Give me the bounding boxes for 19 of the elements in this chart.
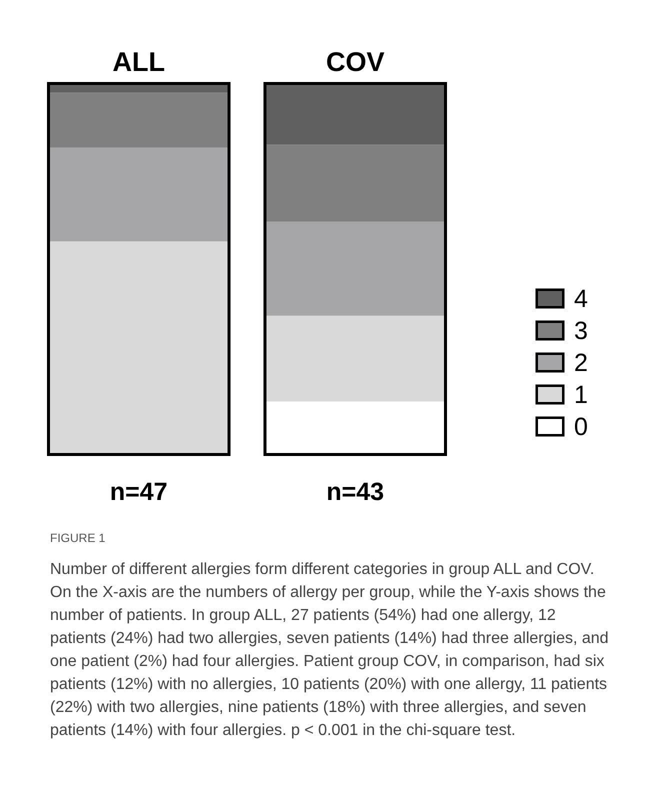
bar bbox=[266, 85, 444, 145]
bar bbox=[50, 85, 228, 93]
text: n=43 bbox=[326, 478, 384, 506]
text: n=47 bbox=[110, 478, 168, 506]
legend-label: 1 bbox=[574, 381, 588, 409]
bar bbox=[50, 241, 228, 453]
bar bbox=[266, 222, 444, 316]
bar bbox=[50, 148, 228, 242]
x-tick-label: ALL bbox=[112, 47, 165, 77]
text: Number of different allergies form different categories in group ALL and COV. On the X-axis are the numbers of allergy per group, while the Y-axis shows the number of patients. In group ALL, 27 patients (54%) had one allergy, 12 patients (24%) had two allergies, seven patients (14%) had three allergies, and one patient (2%) had four allergies. Patient group COV, in comparison, had six patients (12%) with no allergies, 10 patients (20%) with one allergy, 11 patients (22%) with two allergies, nine patients (18%) with three allergies, and seven patients (14%) with four allergies. p < 0.001 in the chi-square test. bbox=[50, 561, 609, 739]
x-tick-label: COV bbox=[326, 47, 384, 77]
legend-label: 3 bbox=[574, 317, 588, 345]
legend-label: 2 bbox=[574, 349, 588, 377]
caption: FIGURE 1 bbox=[50, 531, 106, 545]
text: 0 bbox=[574, 413, 588, 441]
bar bbox=[50, 92, 228, 148]
bar bbox=[266, 144, 444, 222]
legend-label: 4 bbox=[574, 285, 588, 313]
bar bbox=[266, 316, 444, 402]
